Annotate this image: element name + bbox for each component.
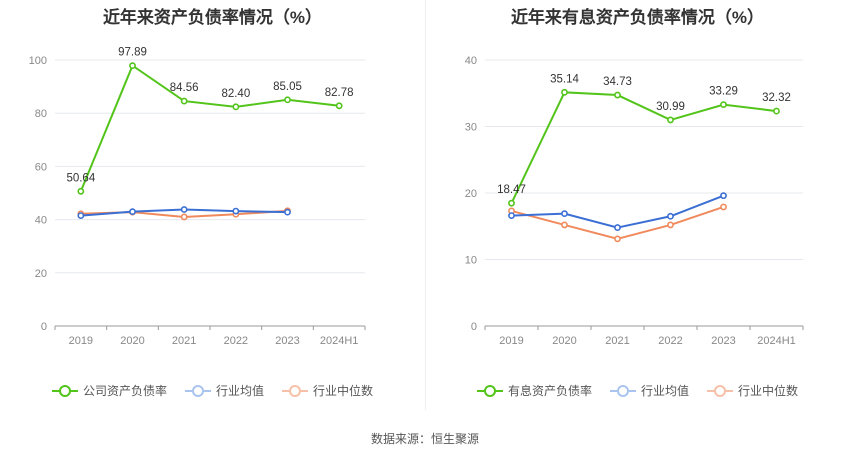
data-point — [180, 97, 188, 105]
data-point — [180, 206, 188, 213]
x-tick-label: 2019 — [499, 335, 523, 347]
x-tick-label: 2023 — [711, 335, 735, 347]
data-label: 82.78 — [325, 87, 354, 99]
data-point — [180, 213, 188, 221]
data-point — [129, 208, 136, 216]
y-tick-label: 20 — [35, 268, 47, 280]
interest-debt-ratio-chart: 0 10 20 30 40 2019 2020 2021 2022 2023 2024H1 18.47… — [465, 55, 804, 347]
y-tick-label: 40 — [465, 55, 477, 67]
data-label: 97.89 — [118, 47, 147, 59]
legend: 公司资产负债率 行业均值 行业中位数 — [0, 382, 425, 399]
data-point — [508, 199, 515, 207]
left-chart-panel: 近年来资产负债率情况（%） 0 20 40 60 80 100 2019 2020 2021 20… — [0, 0, 425, 415]
data-point — [773, 107, 780, 115]
x-tick-label: 2024H1 — [757, 335, 796, 347]
data-point — [561, 221, 568, 229]
legend-swatch-blue-icon — [184, 384, 211, 398]
data-label: 82.40 — [221, 88, 250, 100]
x-tick-label: 2023 — [275, 335, 299, 347]
legend-label: 公司资产负债率 — [82, 384, 167, 398]
data-point — [720, 101, 727, 109]
data-point — [77, 187, 85, 195]
data-point — [667, 116, 674, 124]
chart-title: 近年来资产负债率情况（%） — [102, 8, 323, 27]
legend-swatch-green-icon — [476, 384, 503, 398]
data-label: 35.14 — [550, 73, 579, 85]
data-point — [232, 207, 240, 215]
data-label: 34.73 — [603, 76, 632, 88]
y-tick-label: 0 — [471, 321, 477, 333]
x-tick-label: 2019 — [69, 335, 93, 347]
x-tick-label: 2024H1 — [320, 335, 359, 347]
legend-item-company[interactable]: 公司资产负债率 — [51, 382, 167, 399]
data-point — [284, 208, 291, 216]
y-tick-label: 100 — [29, 55, 47, 67]
data-point — [335, 102, 343, 110]
data-point — [284, 96, 291, 104]
x-tick-label: 2021 — [605, 335, 629, 347]
legend: 有息资产负债率 行业均值 行业中位数 — [425, 382, 850, 399]
y-tick-label: 40 — [35, 215, 47, 227]
data-source: 数据来源：恒生聚源 — [370, 432, 479, 446]
y-tick-label: 30 — [465, 122, 477, 134]
y-tick-label: 0 — [41, 321, 47, 333]
legend-label: 行业中位数 — [738, 384, 799, 398]
data-label: 30.99 — [656, 101, 685, 113]
data-point — [508, 212, 515, 220]
y-tick-label: 10 — [465, 255, 477, 267]
series-line — [510, 91, 777, 204]
legend-swatch-orange-icon — [707, 384, 733, 398]
data-point — [720, 192, 727, 200]
legend-item-industry-mean[interactable]: 行业均值 — [609, 382, 689, 399]
x-tick-label: 2022 — [658, 335, 682, 347]
legend-label: 有息资产负债率 — [507, 384, 592, 398]
series-line — [79, 64, 340, 192]
legend-label: 行业中位数 — [313, 384, 374, 398]
data-point — [232, 103, 240, 111]
data-label: 50.64 — [66, 172, 95, 184]
data-point — [614, 91, 621, 99]
legend-item-industry-median[interactable]: 行业中位数 — [282, 382, 373, 399]
debt-ratio-chart: 0 20 40 60 80 100 2019 2020 2021 2022 2023 2024H1 50… — [29, 47, 366, 347]
legend-label: 行业均值 — [215, 384, 264, 398]
chart-title: 近年来有息资产负债率情况（%） — [510, 8, 765, 27]
data-point — [614, 235, 621, 243]
legend-swatch-blue-icon — [609, 384, 636, 398]
panel-divider — [425, 0, 426, 410]
data-point — [129, 62, 136, 70]
y-tick-label: 60 — [35, 161, 47, 173]
data-point — [667, 212, 674, 220]
legend-item-interest-bearing[interactable]: 有息资产负债率 — [476, 382, 592, 399]
data-point — [561, 88, 568, 96]
data-label: 18.47 — [497, 184, 526, 196]
x-tick-label: 2022 — [224, 335, 248, 347]
series-line — [511, 194, 724, 229]
y-tick-label: 80 — [35, 108, 47, 120]
legend-item-industry-mean[interactable]: 行业均值 — [184, 382, 264, 399]
y-tick-label: 20 — [465, 188, 477, 200]
legend-swatch-green-icon — [51, 384, 78, 398]
x-tick-label: 2020 — [120, 335, 144, 347]
right-chart-panel: 近年来有息资产负债率情况（%） 0 10 20 30 40 2019 2020 2021 202… — [425, 0, 850, 415]
data-point — [614, 224, 621, 231]
data-label: 32.32 — [762, 92, 791, 104]
legend-label: 行业均值 — [640, 384, 689, 398]
data-point — [561, 210, 568, 218]
x-tick-label: 2020 — [552, 335, 576, 347]
legend-item-industry-median[interactable]: 行业中位数 — [707, 382, 798, 399]
data-label: 33.29 — [709, 86, 738, 98]
data-point — [77, 212, 85, 220]
data-label: 84.56 — [170, 82, 199, 94]
series-line — [511, 206, 724, 240]
data-label: 85.05 — [273, 81, 302, 93]
legend-swatch-orange-icon — [282, 384, 308, 398]
data-point — [667, 221, 674, 229]
data-point — [720, 203, 727, 211]
x-tick-label: 2021 — [172, 335, 196, 347]
